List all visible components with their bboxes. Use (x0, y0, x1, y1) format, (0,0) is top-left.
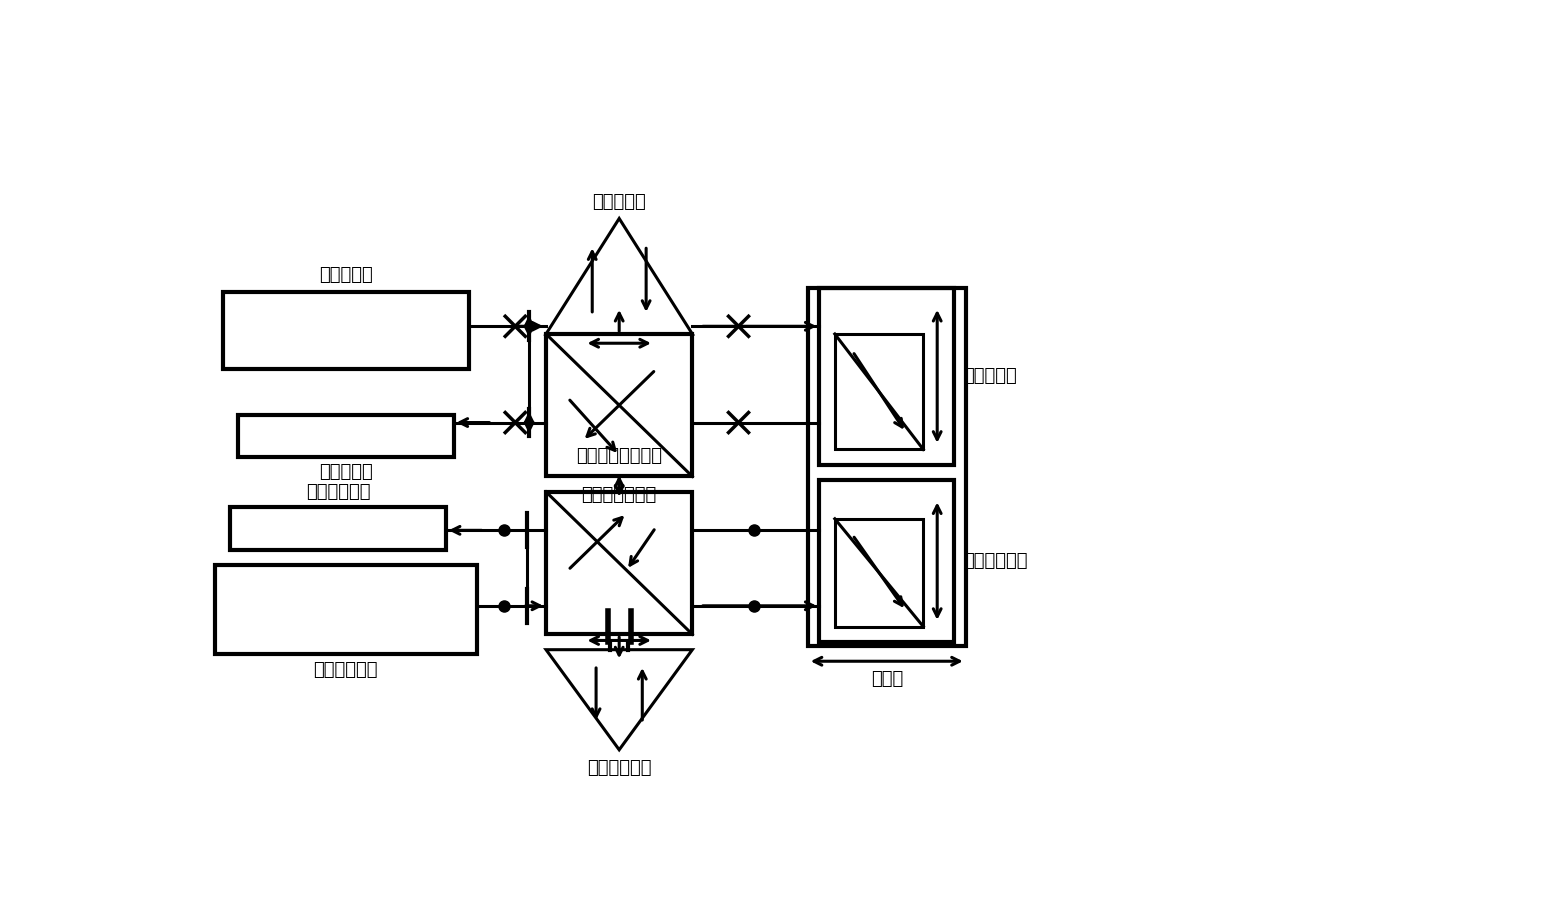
Text: 被校准偏振分光镜: 被校准偏振分光镜 (576, 447, 662, 465)
Text: 运动台: 运动台 (870, 671, 903, 689)
Bar (546, 492, 692, 634)
Text: 被校准激光器: 被校准激光器 (313, 661, 379, 680)
Bar (230, 507, 446, 550)
Text: 被校准参考镜: 被校准参考镜 (587, 759, 651, 777)
Bar (834, 334, 923, 450)
Text: 被校准测量镜: 被校准测量镜 (964, 552, 1028, 570)
Bar (820, 480, 955, 642)
Text: 标准偏振分光镜: 标准偏振分光镜 (582, 485, 657, 504)
Bar (238, 415, 454, 457)
Text: 标准参考镜: 标准参考镜 (592, 192, 646, 211)
Bar (820, 288, 955, 465)
Text: 被校准接收器: 被校准接收器 (305, 483, 371, 501)
Text: 标准激光器: 标准激光器 (319, 266, 372, 284)
Bar (222, 291, 470, 368)
Bar (214, 565, 477, 653)
Text: 标准接收器: 标准接收器 (319, 463, 372, 481)
Bar (834, 518, 923, 627)
Bar (808, 288, 966, 646)
Bar (546, 334, 692, 476)
Text: 标准测量镜: 标准测量镜 (964, 367, 1017, 386)
